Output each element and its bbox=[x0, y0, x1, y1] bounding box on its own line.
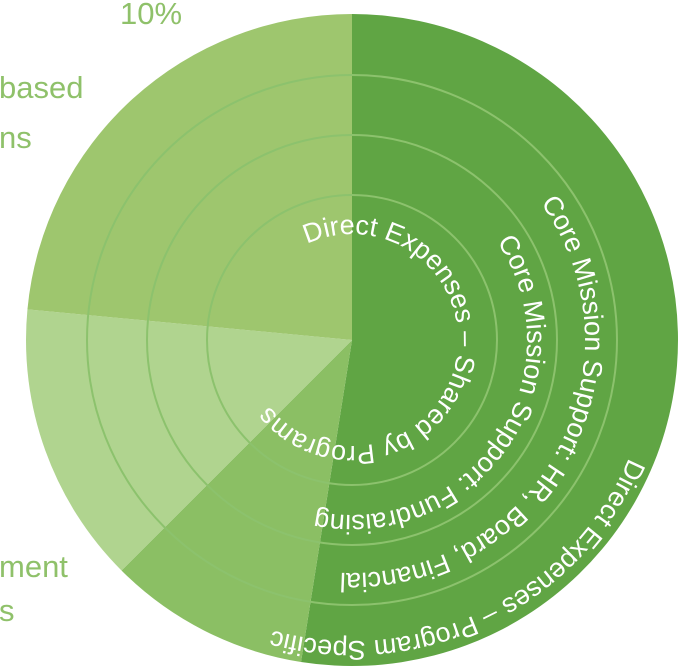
outside-labels: 10% based ns ment s bbox=[0, 0, 182, 628]
slices-group bbox=[26, 14, 679, 666]
outside-label-top-percent: 10% bbox=[120, 0, 182, 31]
outside-label-left-upper-1: based bbox=[0, 70, 83, 105]
ring-divider-inner bbox=[206, 194, 498, 486]
pie-slice-1 bbox=[121, 340, 353, 662]
ring-divider-mid bbox=[146, 134, 558, 546]
ring-divider-outer bbox=[86, 74, 618, 606]
outside-label-left-lower-1: ment bbox=[0, 549, 68, 584]
pie-slice-0 bbox=[301, 14, 679, 666]
outside-label-left-upper-2: ns bbox=[0, 120, 32, 155]
pie-slice-3 bbox=[27, 14, 352, 340]
outside-label-left-lower-2: s bbox=[0, 593, 15, 628]
ring-dividers bbox=[86, 74, 618, 606]
pie-slice-2 bbox=[26, 309, 353, 571]
